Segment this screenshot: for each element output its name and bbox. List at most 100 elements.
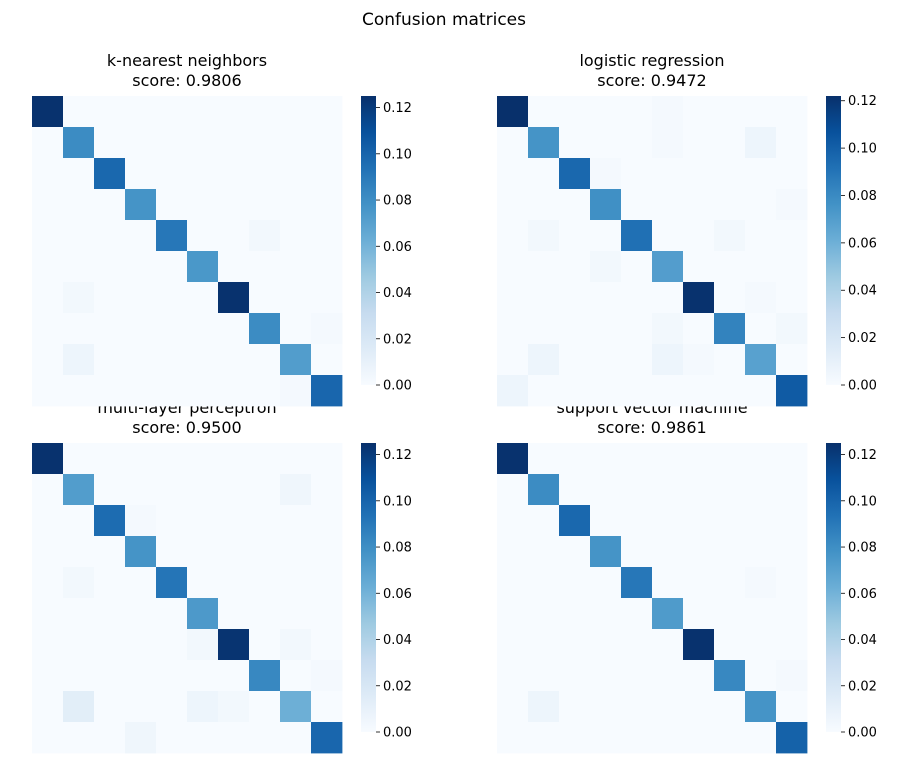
heatmap-cell xyxy=(528,158,560,190)
heatmap-1 xyxy=(497,96,808,407)
heatmap-cell xyxy=(280,96,312,128)
heatmap-cell xyxy=(187,443,219,475)
colorbar-tick-label: 0.10 xyxy=(848,494,877,509)
colorbar-tick-label: 0.04 xyxy=(383,286,412,301)
heatmap-cell xyxy=(528,474,560,506)
colorbar-1: 0.00 0.02 0.04 0.06 0.08 0.10 0.12 xyxy=(826,94,877,394)
heatmap-cell xyxy=(683,189,715,221)
heatmap-cell xyxy=(745,536,777,568)
heatmap-cell xyxy=(559,443,591,475)
heatmap-cell xyxy=(63,660,95,692)
heatmap-cell xyxy=(559,474,591,506)
heatmap-cell xyxy=(497,282,529,314)
heatmap-cell xyxy=(497,474,529,506)
heatmap-cell xyxy=(714,474,746,506)
colorbar-tick-label: 0.00 xyxy=(383,726,412,741)
heatmap-cell xyxy=(94,282,126,314)
heatmap-cell xyxy=(652,598,684,630)
heatmap-cell xyxy=(280,443,312,475)
heatmap-cell xyxy=(559,567,591,599)
heatmap-cell xyxy=(745,313,777,345)
heatmap-cell xyxy=(590,344,622,376)
heatmap-cell xyxy=(311,313,343,345)
colorbar-tick-label: 0.06 xyxy=(383,587,412,602)
heatmap-cell xyxy=(528,375,560,407)
heatmap-cell xyxy=(714,567,746,599)
heatmap-cell xyxy=(156,127,188,159)
heatmap-cell xyxy=(559,598,591,630)
heatmap-cell xyxy=(94,189,126,221)
heatmap-cell xyxy=(590,282,622,314)
heatmap-cell xyxy=(714,158,746,190)
heatmap-cell xyxy=(249,660,281,692)
heatmap-cell xyxy=(652,189,684,221)
heatmap-0 xyxy=(32,96,343,407)
heatmap-cell xyxy=(652,691,684,723)
heatmap-cell xyxy=(652,158,684,190)
colorbar-tick-label: 0.02 xyxy=(383,679,412,694)
heatmap-cell xyxy=(776,505,808,537)
heatmap-cell xyxy=(249,344,281,376)
heatmap-cell xyxy=(218,313,250,345)
heatmap-cell xyxy=(652,344,684,376)
heatmap-cell xyxy=(32,505,64,537)
heatmap-cell xyxy=(559,536,591,568)
heatmap-cell xyxy=(621,189,653,221)
heatmap-cell xyxy=(280,158,312,190)
heatmap-cell xyxy=(187,629,219,661)
heatmap-cell xyxy=(32,189,64,221)
heatmap-cell xyxy=(683,313,715,345)
heatmap-cell xyxy=(745,691,777,723)
heatmap-cell xyxy=(32,567,64,599)
heatmap-cell xyxy=(621,251,653,283)
heatmap-cell xyxy=(776,443,808,475)
heatmap-cell xyxy=(63,567,95,599)
heatmap-cell xyxy=(776,722,808,754)
heatmap-cell xyxy=(745,189,777,221)
heatmap-cell xyxy=(652,567,684,599)
heatmap-cell xyxy=(590,474,622,506)
heatmap-cell xyxy=(559,282,591,314)
heatmap-cell xyxy=(652,443,684,475)
heatmap-cell xyxy=(32,220,64,252)
heatmap-cell xyxy=(156,660,188,692)
heatmap-cell xyxy=(32,375,64,407)
colorbar-tick-label: 0.06 xyxy=(848,587,877,602)
heatmap-cell xyxy=(125,375,157,407)
heatmap-cell xyxy=(745,505,777,537)
heatmap-cell xyxy=(683,96,715,128)
heatmap-cell xyxy=(32,536,64,568)
heatmap-cell xyxy=(714,660,746,692)
colorbar-3: 0.00 0.02 0.04 0.06 0.08 0.10 0.12 xyxy=(826,443,877,741)
heatmap-cell xyxy=(621,660,653,692)
heatmap-cell xyxy=(156,282,188,314)
heatmap-cell xyxy=(249,375,281,407)
heatmap-cell xyxy=(776,220,808,252)
heatmap-cell xyxy=(63,313,95,345)
heatmap-cell xyxy=(125,567,157,599)
heatmap-cell xyxy=(590,375,622,407)
heatmap-cell xyxy=(94,313,126,345)
heatmap-cell xyxy=(311,474,343,506)
heatmap-cell xyxy=(714,722,746,754)
heatmap-cell xyxy=(249,220,281,252)
heatmap-cell xyxy=(621,722,653,754)
heatmap-cell xyxy=(187,536,219,568)
heatmap-cell xyxy=(218,282,250,314)
heatmap-cell xyxy=(311,567,343,599)
heatmap-cell xyxy=(32,96,64,128)
heatmap-cell xyxy=(714,375,746,407)
heatmap-cell xyxy=(559,158,591,190)
heatmap-cell xyxy=(559,127,591,159)
heatmap-cell xyxy=(497,189,529,221)
heatmap-cell xyxy=(249,158,281,190)
heatmap-cell xyxy=(94,443,126,475)
heatmap-cell xyxy=(125,660,157,692)
heatmap-cell xyxy=(156,344,188,376)
heatmap-cell xyxy=(311,629,343,661)
heatmap-cell xyxy=(652,375,684,407)
heatmap-cell xyxy=(683,660,715,692)
heatmap-cell xyxy=(187,251,219,283)
heatmap-cell xyxy=(94,344,126,376)
heatmap-cell xyxy=(218,691,250,723)
